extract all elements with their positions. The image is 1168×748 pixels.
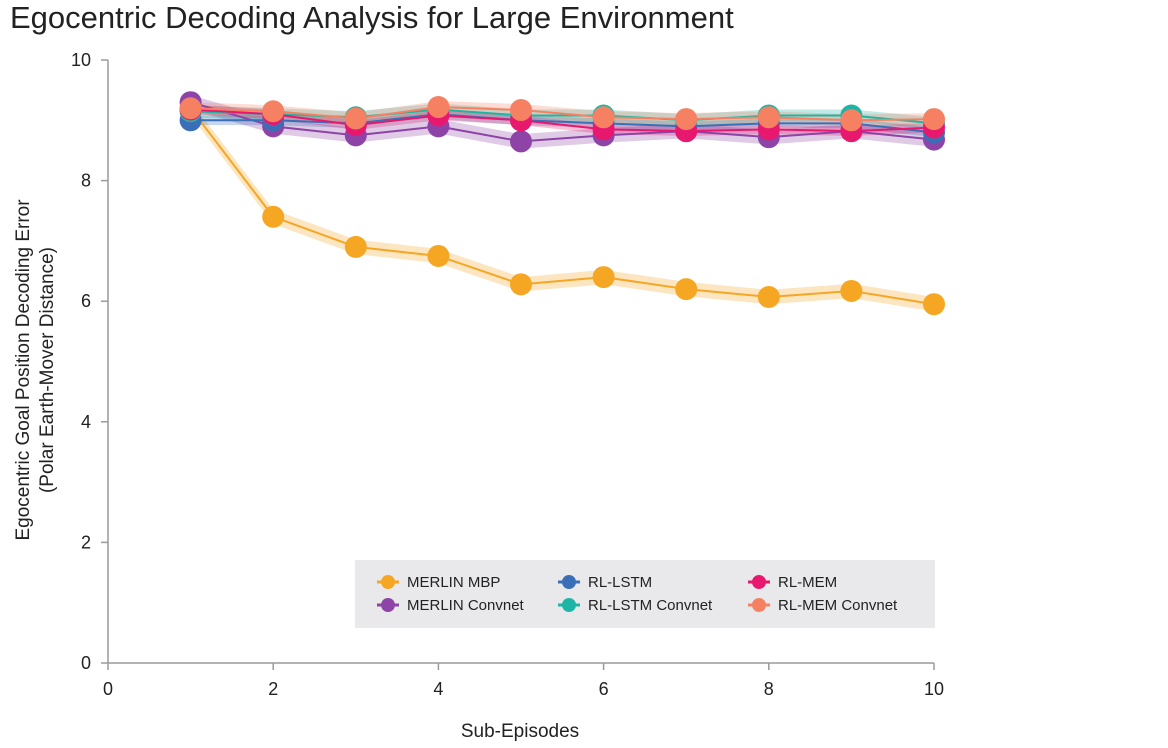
x-tick-label: 6 — [599, 679, 609, 699]
y-tick-label: 0 — [81, 653, 91, 673]
x-tick-label: 4 — [433, 679, 443, 699]
rl-mem-convnet-point — [427, 96, 450, 119]
x-axis-label: Sub-Episodes — [461, 721, 579, 742]
rl-mem-convnet-point — [344, 107, 367, 130]
rl-mem-convnet-point — [179, 97, 202, 120]
confidence-bands — [190, 94, 935, 312]
legend-label-rl-lstm-convnet: RL-LSTM Convnet — [588, 597, 713, 614]
x-axis-ticks: 0 2 4 6 8 10 — [103, 663, 944, 699]
rl-mem-convnet-point — [675, 108, 698, 131]
merlin-mbp-point — [675, 278, 698, 301]
y-axis-label-line-2: (Polar Earth-Mover Distance) — [37, 247, 58, 493]
legend-marker-rl-lstm — [562, 575, 576, 589]
legend-label-merlin-mbp: MERLIN MBP — [407, 574, 500, 591]
merlin-mbp-point — [427, 244, 450, 267]
series-points — [179, 91, 945, 316]
chart-title: Egocentric Decoding Analysis for Large E… — [10, 0, 734, 35]
merlin-mbp-point — [344, 235, 367, 258]
rl-mem-convnet-point — [262, 100, 285, 123]
legend-marker-merlin-convnet — [381, 598, 395, 612]
merlin-mbp-point — [262, 205, 285, 228]
merlin-mbp-point — [757, 285, 780, 308]
rl-mem-convnet-point — [757, 106, 780, 129]
series-lines — [189, 101, 935, 306]
legend-label-rl-mem: RL-MEM — [778, 574, 837, 591]
x-tick-label: 10 — [924, 679, 944, 699]
legend-background — [355, 560, 935, 628]
rl-mem-convnet-point — [592, 106, 615, 129]
merlin-convnet-line — [190, 101, 935, 143]
rl-mem-convnet-point — [923, 108, 945, 131]
x-tick-label: 0 — [103, 679, 113, 699]
rl-mem-band — [190, 104, 935, 136]
y-tick-label: 10 — [71, 50, 91, 70]
rl-mem-convnet-point — [510, 99, 532, 122]
merlin-mbp-line — [189, 107, 935, 306]
x-tick-label: 8 — [764, 679, 774, 699]
x-tick-label: 2 — [268, 679, 278, 699]
legend-marker-rl-mem — [752, 575, 766, 589]
merlin-convnet-point — [510, 130, 532, 153]
merlin-mbp-point — [510, 273, 532, 296]
legend-marker-merlin-mbp — [381, 575, 395, 589]
y-tick-label: 6 — [81, 291, 91, 311]
legend-label-rl-mem-convnet: RL-MEM Convnet — [778, 597, 898, 614]
merlin-mbp-point — [923, 293, 945, 316]
y-axis-ticks: 0 2 4 6 8 10 — [71, 50, 108, 673]
y-tick-label: 4 — [81, 412, 91, 432]
y-tick-label: 2 — [81, 532, 91, 552]
rl-mem-convnet-point — [840, 109, 863, 132]
y-tick-label: 8 — [81, 171, 91, 191]
merlin-mbp-point — [840, 279, 863, 302]
y-axis-label-line-1: Egocentric Goal Position Decoding Error — [13, 199, 34, 541]
rl-mem-line — [190, 108, 935, 133]
legend: MERLIN MBP RL-LSTM RL-MEM MERLIN Convnet RL-… — [355, 560, 935, 628]
rl-mem-convnet-line — [190, 106, 935, 122]
rl-lstm-line — [190, 113, 935, 134]
legend-marker-rl-lstm-convnet — [562, 598, 576, 612]
legend-label-merlin-convnet: MERLIN Convnet — [407, 597, 525, 614]
legend-label-rl-lstm: RL-LSTM — [588, 574, 652, 591]
merlin-mbp-point — [592, 266, 615, 289]
legend-marker-rl-mem-convnet — [752, 598, 766, 612]
